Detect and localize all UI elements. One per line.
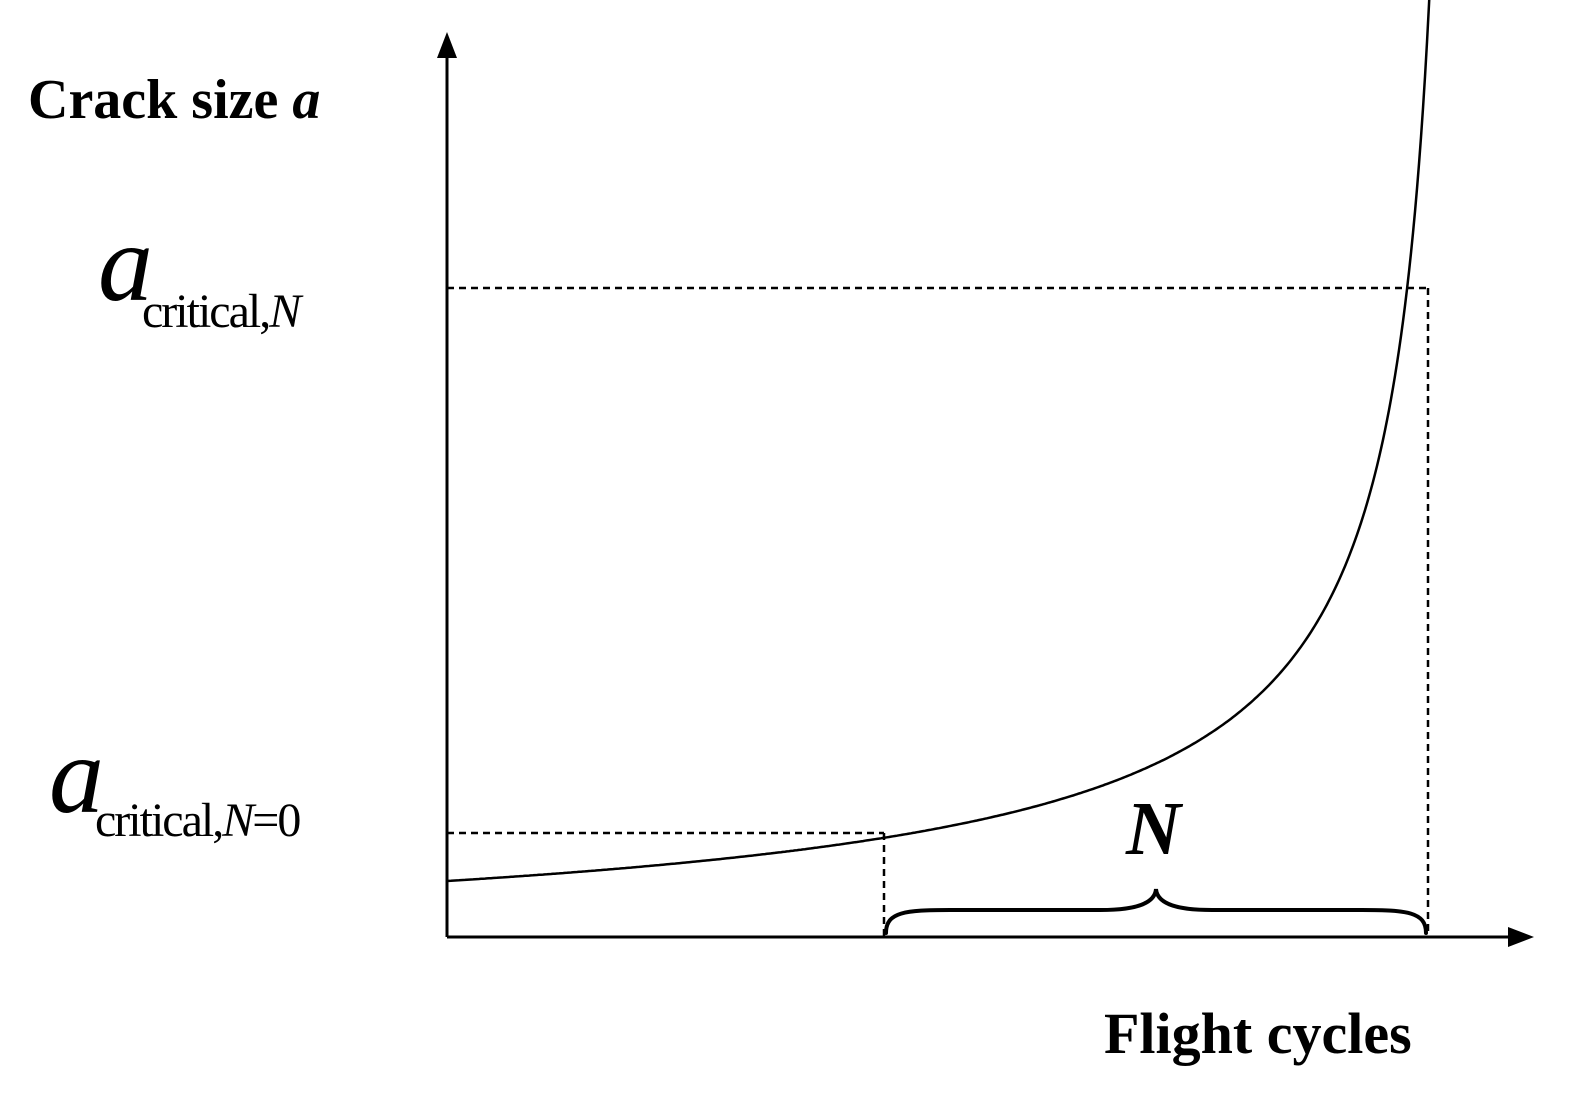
x-axis-arrowhead <box>1508 927 1534 947</box>
upper-level-symbol: a <box>98 202 153 324</box>
y-axis-arrowhead <box>437 32 457 58</box>
lower-level-subscript: critical,N=0 <box>95 794 300 847</box>
y-axis-label: Crack size a <box>28 69 320 131</box>
lower-level-label: a critical,N=0 <box>49 714 302 847</box>
interval-brace <box>884 888 1428 935</box>
x-axis-label: Flight cycles <box>1104 1001 1412 1066</box>
upper-level-label: a critical,N <box>98 202 306 338</box>
upper-level-subscript: critical,N <box>142 285 304 338</box>
interval-label: N <box>1125 787 1184 871</box>
crack-growth-curve <box>446 0 1431 883</box>
lower-level-symbol: a <box>49 714 104 836</box>
